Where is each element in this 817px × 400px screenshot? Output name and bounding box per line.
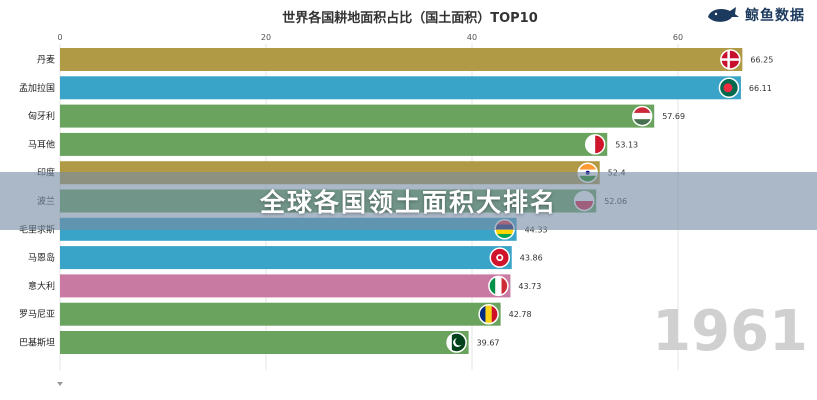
denmark-flag xyxy=(720,50,740,69)
bar xyxy=(60,104,655,128)
bar xyxy=(60,132,608,156)
value-label: 39.67 xyxy=(477,339,500,348)
bar-row: 马耳他 53.13 xyxy=(28,132,638,156)
bar xyxy=(60,274,511,298)
bar-row: 丹麦 66.25 xyxy=(37,48,773,71)
category-label: 意大利 xyxy=(28,280,55,292)
value-label: 43.86 xyxy=(520,254,543,263)
bar xyxy=(60,331,469,354)
bar-row: 匈牙利 57.69 xyxy=(28,104,685,128)
banner-text: 全球各国领土面积大排名 xyxy=(259,188,557,217)
flag-ring xyxy=(478,303,499,325)
value-label: 57.69 xyxy=(662,112,685,121)
pakistan-flag xyxy=(447,333,467,352)
year-label: 1961 xyxy=(652,299,808,364)
value-label: 66.11 xyxy=(749,84,772,93)
value-label: 53.13 xyxy=(615,140,638,149)
value-label: 66.25 xyxy=(750,56,773,65)
category-label: 孟加拉国 xyxy=(19,82,55,94)
bar-row: 马恩岛 43.86 xyxy=(28,246,543,270)
category-label: 马耳他 xyxy=(28,138,55,150)
flag-ring xyxy=(720,49,741,70)
x-tick-label: 20 xyxy=(261,33,271,42)
bar xyxy=(60,302,501,326)
flag-ring xyxy=(488,275,509,297)
value-label: 43.73 xyxy=(518,282,541,291)
logo: 鲸鱼数据 xyxy=(706,4,805,26)
x-axis-ticks: 0 20 40 60 xyxy=(57,33,683,386)
bar xyxy=(60,246,512,270)
whale-icon xyxy=(708,7,739,22)
x-tick-label: 40 xyxy=(467,33,477,42)
malta-flag xyxy=(585,134,605,154)
category-label: 罗马尼亚 xyxy=(19,309,55,320)
category-label: 马恩岛 xyxy=(28,252,55,264)
logo-name: 鲸鱼数据 xyxy=(745,8,805,24)
flag-ring xyxy=(718,77,740,99)
value-label: 42.78 xyxy=(509,310,532,319)
bangladesh-flag xyxy=(719,78,739,98)
flag-ring xyxy=(489,247,511,268)
flag-ring xyxy=(446,332,467,353)
category-label: 匈牙利 xyxy=(28,110,55,122)
chart-title: 世界各国耕地面积占比（国土面积）TOP10 xyxy=(282,10,538,26)
bar-row: 孟加拉国 66.11 xyxy=(19,76,772,100)
bar-row: 意大利 43.73 xyxy=(28,274,541,298)
x-tick-label: 0 xyxy=(57,33,62,42)
bar-row: 罗马尼亚 42.78 xyxy=(19,302,532,326)
category-label: 丹麦 xyxy=(37,54,55,66)
x-tick-label: 60 xyxy=(673,33,683,42)
italy-flag xyxy=(488,276,508,296)
romania-flag xyxy=(479,304,499,324)
isle-of-man-flag xyxy=(490,248,510,268)
bar-row: 巴基斯坦 39.67 xyxy=(19,331,500,354)
category-label: 巴基斯坦 xyxy=(19,337,55,349)
bar xyxy=(60,76,741,100)
overlay-banner: 全球各国领土面积大排名 xyxy=(0,172,817,230)
flag-ring xyxy=(631,105,653,127)
bar xyxy=(60,48,743,71)
flag-ring xyxy=(584,134,606,155)
axis-marker xyxy=(57,382,63,386)
hungary-flag xyxy=(632,106,652,126)
